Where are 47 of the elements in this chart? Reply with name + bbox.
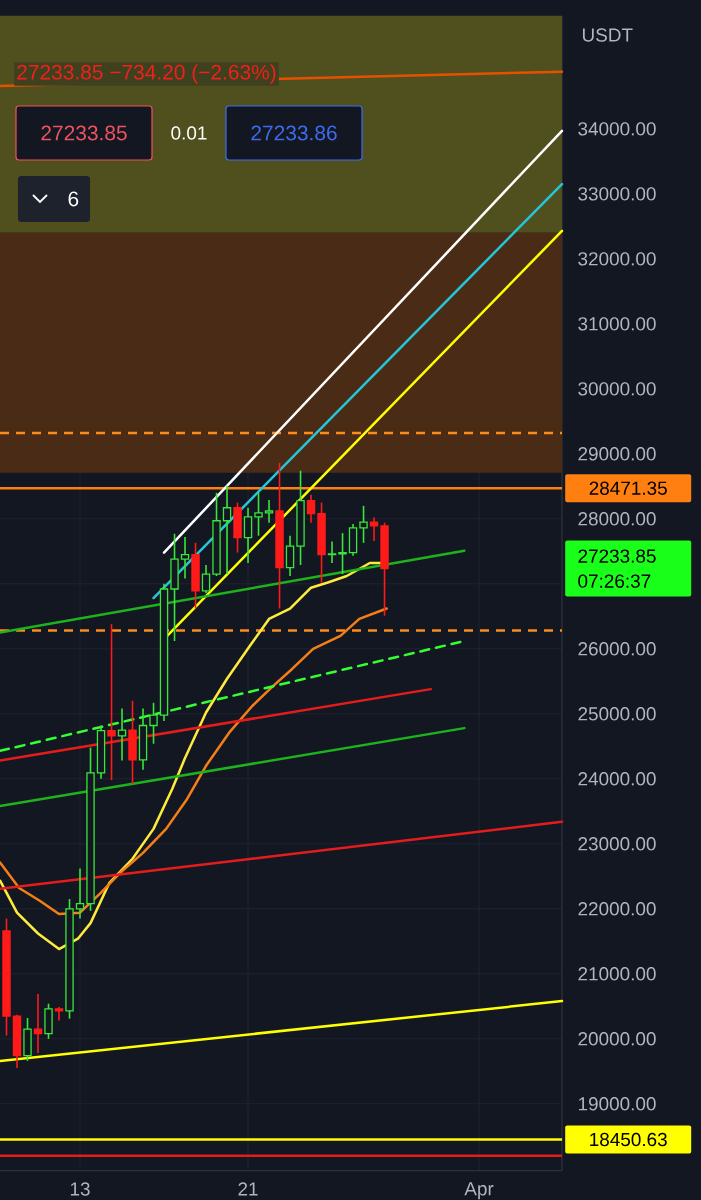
y-tick-label: 34000.00 <box>578 122 656 136</box>
y-tick-label: 25000.00 <box>578 707 656 721</box>
y-tick-label: 19000.00 <box>578 1097 656 1111</box>
candlestick <box>180 536 190 580</box>
y-tick-label: 33000.00 <box>578 187 656 201</box>
candlestick <box>369 516 379 542</box>
x-tick-label: 21 <box>238 1182 258 1196</box>
y-tick-label: 22000.00 <box>578 902 656 916</box>
line-series <box>0 607 388 916</box>
ref-line-label: 18450.63 <box>590 1132 667 1147</box>
candlestick <box>359 505 368 544</box>
text: 07:26:37 <box>578 574 651 588</box>
x-tick-label: 13 <box>70 1182 90 1196</box>
y-tick-label: 21000.00 <box>578 967 656 981</box>
candlestick <box>338 532 347 575</box>
candlestick <box>254 492 263 537</box>
y-tick-label: 26000.00 <box>578 642 656 656</box>
annotation: 6 <box>68 191 79 207</box>
ref-line-label: 28471.35 <box>589 481 667 495</box>
candlestick <box>75 867 85 920</box>
candlestick <box>264 499 274 524</box>
annotation: 0.01 <box>171 126 207 140</box>
y-tick-label: 24000.00 <box>578 772 656 786</box>
candlestick <box>149 701 158 745</box>
candlestick <box>107 623 116 781</box>
text: 27233.85 <box>578 549 656 563</box>
annotation: 27233.86 <box>251 125 337 141</box>
y-tick-label: 23000.00 <box>578 837 656 851</box>
candlestick <box>33 993 43 1054</box>
candlestick <box>285 534 295 577</box>
y-tick-label: 20000.00 <box>578 1032 656 1046</box>
candlestick <box>243 506 253 564</box>
candlestick <box>222 484 232 575</box>
candlestick <box>201 564 211 594</box>
candlestick <box>306 493 316 524</box>
y-tick-label: 29000.00 <box>578 447 656 461</box>
x-tick-label: Apr <box>464 1182 494 1200</box>
annotation: 27233.85 −734.20 (−2.63%) <box>17 64 276 84</box>
y-tick-label: 30000.00 <box>578 382 656 396</box>
y-axis-title: USDT <box>582 28 633 42</box>
candlestick <box>117 707 127 762</box>
y-tick-label: 28000.00 <box>578 512 656 526</box>
y-tick-label: 31000.00 <box>578 317 656 331</box>
candlestick <box>327 540 337 564</box>
candlestick <box>54 1006 64 1022</box>
y-tick-label: 32000.00 <box>578 252 656 266</box>
annotation: 27233.85 <box>41 125 127 141</box>
